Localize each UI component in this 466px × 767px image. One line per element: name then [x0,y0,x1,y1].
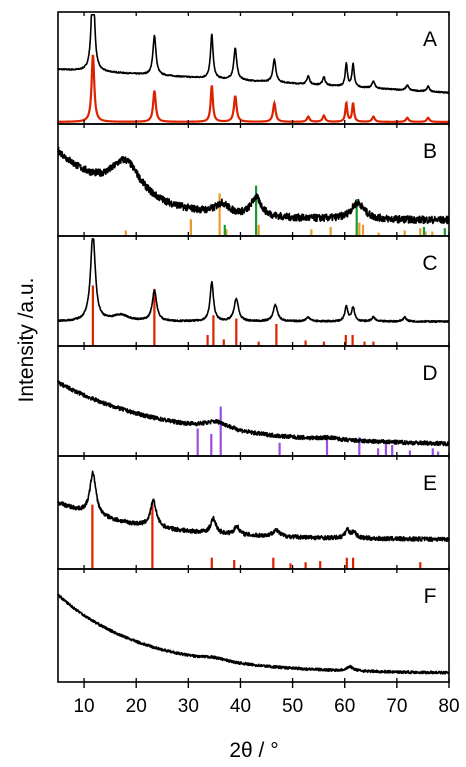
panel-label: B [423,140,437,163]
y-axis-title: Intensity /a.u. [15,278,38,403]
panel-stack: A B C D E F [58,12,449,682]
panel-A: A [58,12,449,124]
x-tick-label: 40 [230,696,251,717]
x-tick-label: 80 [438,696,459,717]
x-tick-label: 30 [178,696,199,717]
panel-E: E [58,456,449,569]
x-axis-title: 2θ / ° [229,739,278,762]
panel-label: E [423,472,437,495]
panel-label: F [424,585,437,608]
x-tick-label: 70 [386,696,407,717]
x-axis: 10 20 30 40 50 60 70 80 [73,682,459,717]
diffraction-pattern-line [58,239,449,322]
diffraction-pattern-line [58,471,449,541]
diffraction-pattern-line [58,147,449,223]
x-tick-label: 60 [334,696,355,717]
panel-D: D [58,346,449,456]
panel-F: F [58,569,449,682]
panel-C: C [58,236,449,346]
x-tick-label: 50 [282,696,303,717]
diffraction-pattern-line [58,594,449,674]
panel-frame [58,12,449,124]
panel-label: C [422,252,437,275]
panel-frame [58,456,449,569]
panel-label: A [423,28,437,51]
panel-frame [58,346,449,456]
x-tick-label: 10 [73,696,94,717]
panel-label: D [422,362,437,385]
panel-B: B [58,124,449,236]
diffraction-pattern-line [58,15,449,93]
x-tick-label: 20 [126,696,147,717]
diffraction-pattern-line [58,381,449,446]
panel-frame [58,236,449,346]
